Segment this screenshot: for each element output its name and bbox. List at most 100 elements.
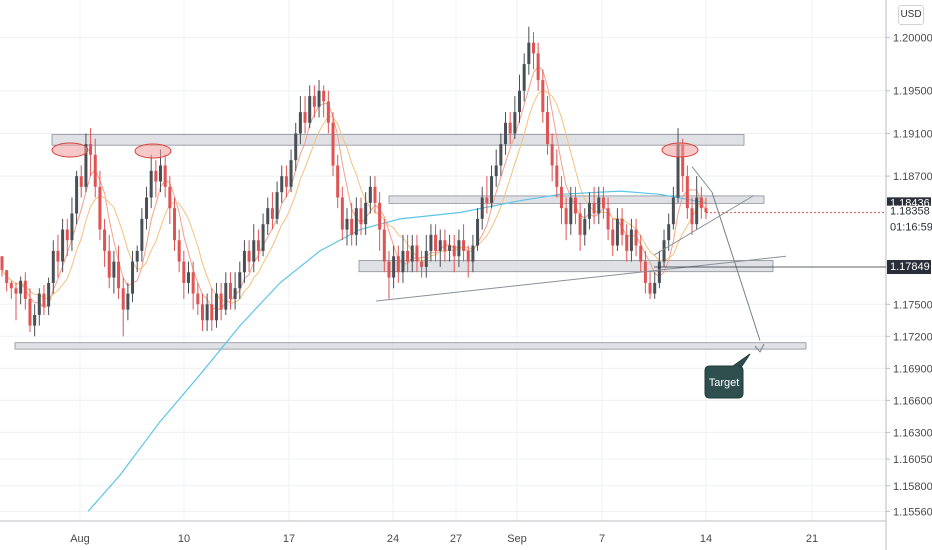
candle bbox=[14, 288, 18, 294]
price-tick-label: 1.18700 bbox=[893, 171, 932, 183]
time-tick-label: Sep bbox=[507, 533, 527, 545]
time-tick-label: 21 bbox=[806, 533, 818, 545]
price-tick-label: 1.16900 bbox=[893, 363, 932, 375]
candle bbox=[56, 250, 60, 262]
candle bbox=[19, 280, 23, 294]
candle bbox=[345, 218, 349, 230]
peak-ellipse bbox=[134, 143, 172, 159]
time-tick-label: 7 bbox=[599, 533, 605, 545]
candle bbox=[378, 202, 382, 230]
candle bbox=[597, 197, 601, 214]
candle bbox=[485, 197, 489, 203]
price-tick-label: 1.16050 bbox=[893, 454, 932, 466]
candle bbox=[266, 208, 270, 225]
level-label-box bbox=[887, 260, 931, 275]
candle bbox=[42, 293, 46, 307]
candle bbox=[629, 229, 633, 251]
candle bbox=[224, 282, 228, 310]
candle bbox=[653, 282, 657, 294]
candle bbox=[112, 261, 116, 278]
price-tick-label: 1.19100 bbox=[893, 128, 932, 140]
candle bbox=[690, 208, 694, 225]
candle bbox=[247, 250, 251, 262]
candle bbox=[620, 218, 624, 235]
candle bbox=[331, 122, 335, 166]
candle bbox=[219, 293, 223, 310]
target-arrow-line bbox=[711, 192, 761, 341]
candle bbox=[312, 96, 316, 107]
time-tick-label: 24 bbox=[387, 533, 399, 545]
candle bbox=[592, 202, 596, 214]
candle bbox=[205, 304, 209, 321]
candle bbox=[149, 170, 153, 198]
target-arrowhead bbox=[754, 343, 765, 353]
candle bbox=[490, 176, 494, 203]
candle bbox=[238, 272, 242, 289]
candle bbox=[121, 288, 125, 310]
candle bbox=[522, 64, 526, 91]
candle bbox=[256, 240, 260, 251]
candle bbox=[657, 261, 661, 283]
target-label: Target bbox=[709, 377, 740, 389]
candle bbox=[583, 218, 587, 235]
candle bbox=[639, 245, 643, 262]
candle bbox=[70, 213, 74, 241]
candle bbox=[699, 197, 703, 209]
candle bbox=[284, 176, 288, 187]
candle bbox=[261, 224, 265, 251]
candle bbox=[625, 234, 629, 251]
candle bbox=[438, 240, 442, 251]
price-tick-label: 1.17500 bbox=[893, 299, 932, 311]
candle bbox=[51, 250, 55, 283]
candle bbox=[564, 208, 568, 225]
candle bbox=[340, 197, 344, 230]
candle bbox=[163, 165, 167, 187]
long-term-ma-line bbox=[87, 190, 707, 512]
time-tick-label: 10 bbox=[178, 533, 190, 545]
candle bbox=[471, 245, 475, 262]
candle bbox=[79, 176, 83, 187]
candle bbox=[233, 288, 237, 299]
wedge-support-line bbox=[653, 194, 755, 256]
candle bbox=[606, 208, 610, 230]
candle bbox=[107, 250, 111, 278]
candle bbox=[545, 112, 549, 145]
candle bbox=[406, 250, 410, 262]
candle bbox=[191, 272, 195, 294]
candle bbox=[89, 144, 93, 155]
candle bbox=[364, 202, 368, 225]
target-callout bbox=[704, 353, 751, 399]
candle bbox=[28, 298, 32, 326]
candle bbox=[210, 304, 214, 321]
candle bbox=[214, 293, 218, 321]
price-tick-label: 1.16300 bbox=[893, 427, 932, 439]
currency-button[interactable]: USD bbox=[898, 5, 924, 25]
candle bbox=[476, 218, 480, 246]
candle bbox=[494, 165, 498, 177]
candle bbox=[298, 112, 302, 134]
time-tick-label: Aug bbox=[70, 533, 90, 545]
candle bbox=[322, 90, 326, 102]
resistance-zone bbox=[51, 134, 745, 146]
candle bbox=[23, 280, 27, 299]
candle bbox=[527, 42, 531, 65]
countdown-label-box bbox=[887, 219, 931, 235]
countdown-label: 01:16:59 bbox=[890, 222, 932, 234]
candle bbox=[681, 144, 685, 177]
candle bbox=[154, 170, 158, 182]
candle bbox=[173, 208, 177, 241]
candle bbox=[373, 186, 377, 203]
candle bbox=[667, 224, 671, 241]
candle bbox=[145, 197, 149, 219]
candle bbox=[159, 165, 163, 182]
peak-ellipse bbox=[51, 142, 89, 158]
candle bbox=[103, 229, 107, 251]
candle bbox=[611, 229, 615, 246]
candle bbox=[615, 218, 619, 246]
candle bbox=[359, 208, 363, 225]
candle bbox=[569, 197, 573, 225]
rising-trendline bbox=[375, 255, 787, 302]
candle bbox=[275, 192, 279, 219]
